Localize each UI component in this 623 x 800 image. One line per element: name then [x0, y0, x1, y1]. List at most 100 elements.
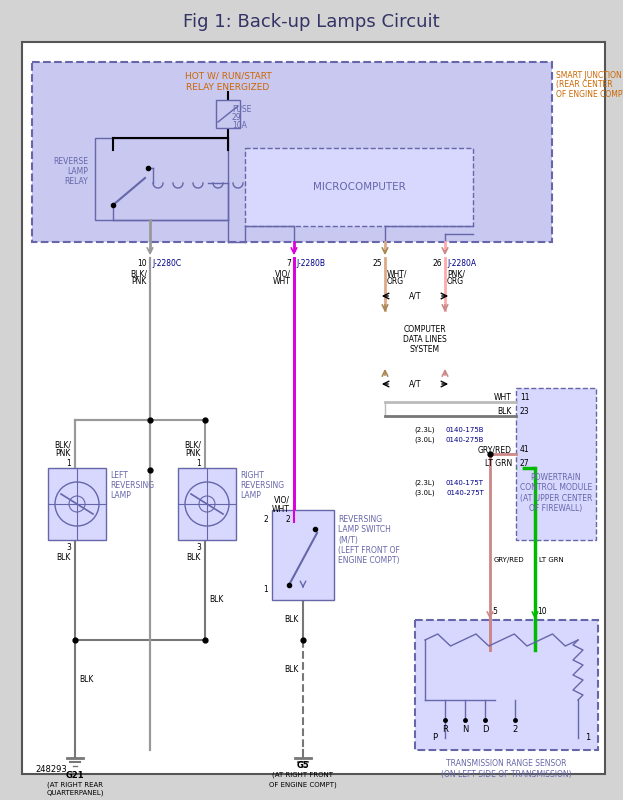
- Text: BLK/: BLK/: [54, 441, 71, 450]
- Text: (LEFT FRONT OF: (LEFT FRONT OF: [338, 546, 400, 554]
- Text: OF FIREWALL): OF FIREWALL): [530, 503, 583, 513]
- Text: MICROCOMPUTER: MICROCOMPUTER: [313, 182, 406, 192]
- Text: R: R: [442, 726, 448, 734]
- Bar: [216, 100, 240, 128]
- Text: BLK: BLK: [285, 615, 299, 625]
- Text: 10A: 10A: [232, 121, 247, 130]
- Text: SMART JUNCTION BOX: SMART JUNCTION BOX: [556, 71, 623, 81]
- Text: J-2280C: J-2280C: [152, 259, 181, 269]
- Text: HOT W/ RUN/START: HOT W/ RUN/START: [184, 71, 272, 81]
- Text: BLK: BLK: [187, 554, 201, 562]
- Text: DATA LINES: DATA LINES: [403, 335, 447, 345]
- Text: (2.3L): (2.3L): [415, 426, 435, 434]
- Text: CONTROL MODULE: CONTROL MODULE: [520, 483, 592, 493]
- Text: FUSE: FUSE: [232, 105, 251, 114]
- Text: 2: 2: [512, 726, 518, 734]
- Text: WHT: WHT: [273, 278, 291, 286]
- Text: 26: 26: [432, 259, 442, 269]
- Bar: [415, 620, 598, 750]
- Text: 248293: 248293: [35, 766, 67, 774]
- Text: 1: 1: [586, 734, 591, 742]
- Text: TRANSMISSION RANGE SENSOR: TRANSMISSION RANGE SENSOR: [445, 759, 566, 769]
- Text: (3.0L): (3.0L): [415, 437, 435, 443]
- Text: P: P: [432, 734, 437, 742]
- Text: 41: 41: [520, 446, 530, 454]
- Text: 10: 10: [537, 607, 546, 617]
- Text: 10: 10: [138, 259, 147, 269]
- Text: POWERTRAIN: POWERTRAIN: [531, 474, 581, 482]
- Text: 29: 29: [232, 113, 242, 122]
- Text: WHT/: WHT/: [387, 270, 407, 278]
- Text: J-2280B: J-2280B: [296, 259, 325, 269]
- Text: ORG: ORG: [387, 278, 404, 286]
- Text: WHT: WHT: [272, 506, 290, 514]
- Text: OF ENGINE COMPT): OF ENGINE COMPT): [556, 90, 623, 98]
- Text: BLK: BLK: [57, 554, 71, 562]
- Text: PNK/: PNK/: [447, 270, 465, 278]
- Text: RIGHT: RIGHT: [240, 471, 264, 481]
- Text: 7: 7: [286, 259, 291, 269]
- Text: 23: 23: [520, 406, 530, 415]
- Text: 2: 2: [264, 515, 268, 525]
- Text: 0140-275T: 0140-275T: [446, 490, 484, 496]
- Text: D: D: [482, 726, 488, 734]
- Text: (3.0L): (3.0L): [415, 490, 435, 496]
- Text: GRY/RED: GRY/RED: [478, 446, 512, 454]
- Text: QUARTERPANEL): QUARTERPANEL): [46, 790, 104, 796]
- Text: REVERSING: REVERSING: [110, 482, 154, 490]
- Text: 25: 25: [373, 259, 382, 269]
- Text: PNK: PNK: [55, 450, 71, 458]
- Text: REVERSING: REVERSING: [338, 515, 382, 525]
- Text: G21: G21: [65, 770, 84, 779]
- Text: (AT UPPER CENTER: (AT UPPER CENTER: [520, 494, 592, 502]
- Bar: [272, 510, 334, 600]
- Text: (ON LEFT SIDE OF TRANSMISSION): (ON LEFT SIDE OF TRANSMISSION): [440, 770, 571, 778]
- Text: RELAY ENERGIZED: RELAY ENERGIZED: [186, 82, 270, 91]
- Text: ORG: ORG: [447, 278, 464, 286]
- Bar: [245, 148, 473, 226]
- Text: J-2280A: J-2280A: [447, 259, 476, 269]
- Text: 2: 2: [285, 515, 290, 525]
- Text: LEFT: LEFT: [110, 471, 128, 481]
- Text: ENGINE COMPT): ENGINE COMPT): [338, 555, 399, 565]
- Text: A/T: A/T: [409, 291, 421, 301]
- Text: 1: 1: [264, 586, 268, 594]
- Text: Fig 1: Back-up Lamps Circuit: Fig 1: Back-up Lamps Circuit: [183, 13, 439, 31]
- Text: 11: 11: [520, 393, 530, 402]
- Bar: [95, 138, 228, 220]
- Text: G5: G5: [297, 761, 310, 770]
- Text: 1: 1: [66, 459, 71, 469]
- Bar: [48, 468, 106, 540]
- Text: 5: 5: [492, 607, 497, 617]
- Text: BLK: BLK: [498, 406, 512, 415]
- Text: SYSTEM: SYSTEM: [410, 346, 440, 354]
- Text: LAMP: LAMP: [67, 167, 88, 177]
- Text: PNK: PNK: [186, 450, 201, 458]
- Text: 0140-175B: 0140-175B: [445, 427, 484, 433]
- Text: LT GRN: LT GRN: [539, 557, 564, 563]
- Text: OF ENGINE COMPT): OF ENGINE COMPT): [269, 782, 337, 788]
- Text: N: N: [462, 726, 468, 734]
- Text: RELAY: RELAY: [64, 178, 88, 186]
- Text: GRY/RED: GRY/RED: [494, 557, 525, 563]
- Text: 0140-275B: 0140-275B: [446, 437, 484, 443]
- Text: BLK: BLK: [285, 666, 299, 674]
- Text: 3: 3: [66, 543, 71, 553]
- Bar: [32, 62, 552, 242]
- Text: LAMP SWITCH: LAMP SWITCH: [338, 526, 391, 534]
- Text: REVERSE: REVERSE: [53, 158, 88, 166]
- Text: 1: 1: [196, 459, 201, 469]
- Text: VIO/: VIO/: [274, 495, 290, 505]
- Bar: [178, 468, 236, 540]
- Text: (M/T): (M/T): [338, 535, 358, 545]
- Text: (2.3L): (2.3L): [415, 480, 435, 486]
- Text: LAMP: LAMP: [110, 491, 131, 501]
- Text: LAMP: LAMP: [240, 491, 261, 501]
- Text: A/T: A/T: [409, 379, 421, 389]
- Text: WHT: WHT: [494, 393, 512, 402]
- Text: (AT RIGHT FRONT: (AT RIGHT FRONT: [272, 772, 333, 778]
- Text: REVERSING: REVERSING: [240, 482, 284, 490]
- Text: BLK: BLK: [209, 595, 224, 605]
- Text: VIO/: VIO/: [275, 270, 291, 278]
- Text: 3: 3: [196, 543, 201, 553]
